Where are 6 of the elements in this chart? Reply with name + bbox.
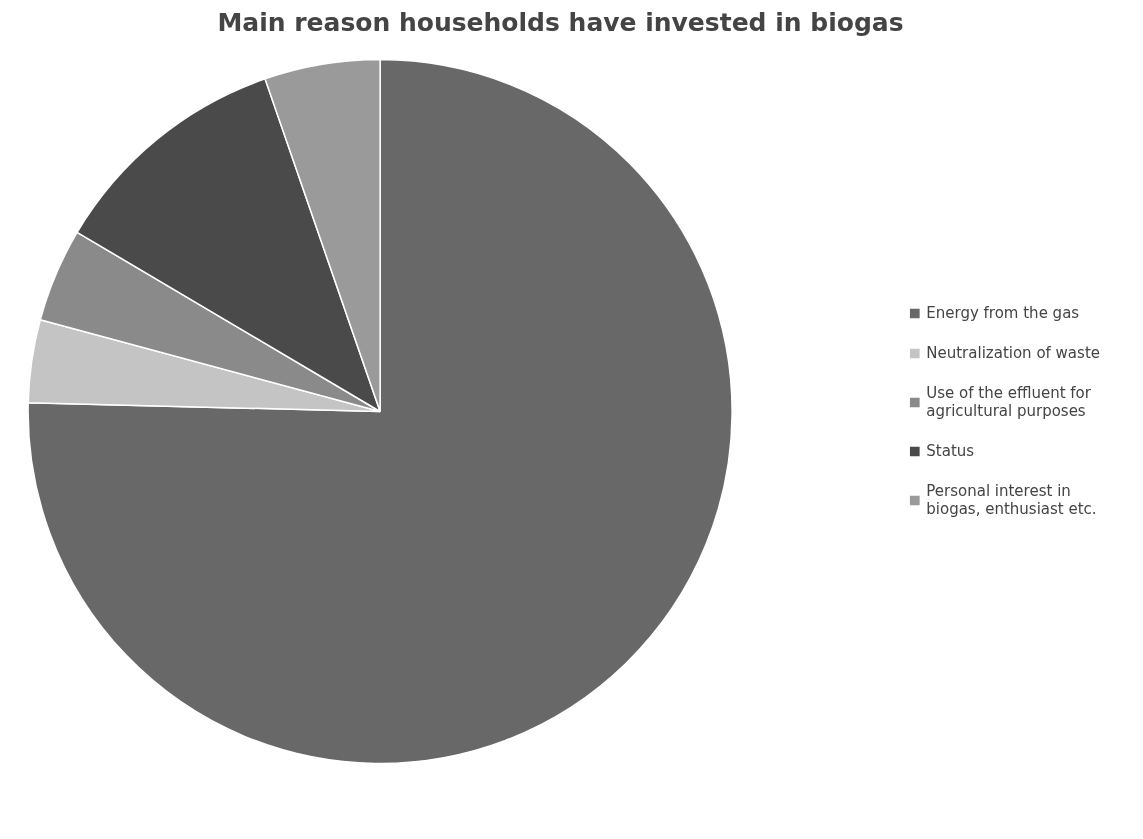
legend-label: Personal interest in biogas, enthusiast etc. xyxy=(926,482,1097,518)
legend-label: Neutralization of waste xyxy=(926,344,1100,362)
legend-label: Status xyxy=(926,442,975,460)
legend-label: Energy from the gas xyxy=(926,304,1080,322)
chart-title: Main reason households have invested in biogas xyxy=(217,7,904,37)
legend-label: Use of the effluent for agricultural purposes xyxy=(926,384,1091,420)
